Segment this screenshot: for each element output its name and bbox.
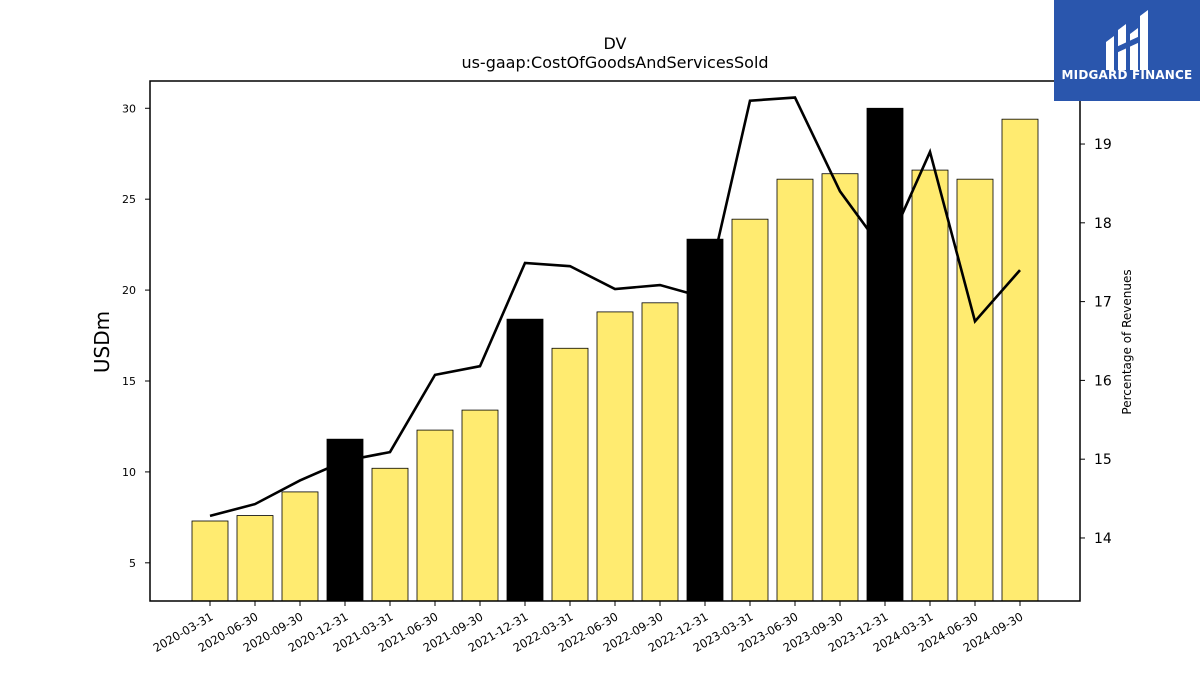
x-axis-ticks: 2020-03-312020-06-302020-09-302020-12-31… (151, 601, 1026, 655)
bar-2022-09-30 (641, 302, 679, 602)
y2-axis-label: Percentage of Revenues (1120, 269, 1134, 414)
y-tick-label: 30 (122, 102, 136, 115)
y-tick-label: 15 (122, 375, 136, 388)
y-tick-label: 10 (122, 466, 136, 479)
bar-2021-09-30 (461, 409, 499, 602)
bar-2021-06-30 (416, 429, 454, 602)
y2-tick-label: 14 (1094, 531, 1112, 547)
y2-tick-label: 15 (1094, 452, 1112, 468)
bar-2020-03-31 (191, 520, 229, 602)
bar-2024-09-30 (1001, 118, 1039, 602)
bar-2022-03-31 (551, 347, 589, 602)
y2-tick-label: 19 (1094, 137, 1112, 153)
y2-tick-label: 16 (1094, 373, 1112, 389)
bar-2021-03-31 (371, 467, 409, 602)
bar-2020-06-30 (236, 515, 274, 602)
y2-tick-label: 18 (1094, 216, 1112, 232)
y-tick-label: 5 (129, 557, 136, 570)
bar-series (191, 107, 1039, 602)
chart-title: DV (604, 34, 627, 53)
y-tick-label: 25 (122, 193, 136, 206)
percentage-line (209, 96, 1021, 518)
bar-2022-12-31 (686, 238, 724, 602)
logo-text: MIDGARD FINANCE (1061, 68, 1193, 82)
bar-2023-12-31 (866, 107, 904, 602)
midgard-finance-logo: MIDGARD FINANCE (1054, 0, 1200, 101)
bar-2024-03-31 (911, 169, 949, 602)
bar-2023-09-30 (821, 173, 859, 602)
right-axis-ticks: 14 15 16 17 18 19 (1080, 137, 1112, 547)
bar-2021-12-31 (506, 318, 544, 602)
left-axis-ticks: 5 10 15 20 25 30 (122, 102, 150, 570)
bar-2020-12-31 (326, 438, 364, 602)
y-axis-label: USDm (90, 311, 114, 373)
midgard-logo-icon (1106, 10, 1148, 70)
bar-2023-03-31 (731, 218, 769, 602)
y-tick-label: 20 (122, 284, 136, 297)
bar-2022-06-30 (596, 311, 634, 602)
bar-2023-06-30 (776, 178, 814, 602)
y2-tick-label: 17 (1094, 295, 1112, 311)
percentage-line-series (209, 96, 1021, 518)
bar-2020-09-30 (281, 491, 319, 602)
chart-subtitle: us-gaap:CostOfGoodsAndServicesSold (461, 53, 768, 72)
bar-2024-06-30 (956, 178, 994, 602)
